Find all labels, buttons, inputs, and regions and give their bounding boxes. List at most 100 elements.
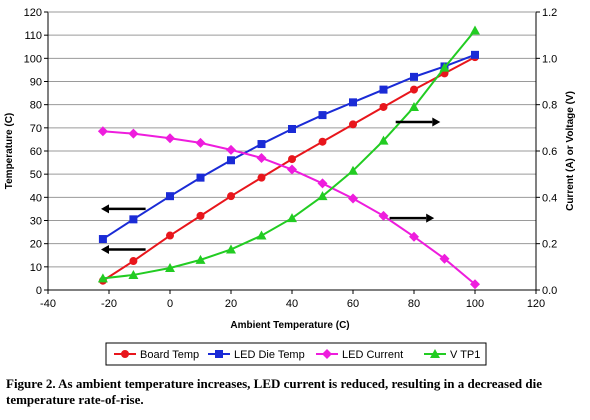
arrow-right-2 [389,213,435,223]
data-point-v-tp1 [439,62,450,72]
data-point-board-temp [129,257,138,266]
legend-label: LED Current [342,349,403,361]
data-point-board-temp [349,120,357,129]
data-point-v-tp1 [226,244,236,254]
data-point-led-die-temp [129,215,138,224]
data-point-led-current [348,193,358,204]
y-left-tick-label: 50 [30,169,42,181]
y-left-tick-label: 100 [24,53,42,65]
x-tick-label: 120 [527,298,545,310]
data-point-led-die-temp [379,85,388,94]
y-right-tick-label: 0.6 [542,146,557,158]
series-led-current [97,126,480,290]
data-point-led-die-temp [98,235,107,244]
x-tick-label: -20 [101,298,117,310]
x-tick-label: 60 [347,298,359,310]
y-left-tick-label: 90 [30,77,42,89]
data-point-led-current [378,210,389,221]
legend: Board Temp LED Die Temp LED Current V TP1 [105,342,487,366]
arrow-right-1-head [432,117,441,127]
data-point-v-tp1 [128,269,139,279]
data-point-board-temp [227,192,235,201]
data-point-led-die-temp [318,111,327,120]
x-tick-label: 80 [408,298,420,310]
y-left-tick-label: 60 [30,146,42,158]
y-left-tick-label: 70 [30,123,42,135]
data-point-led-die-temp [288,124,296,133]
data-point-led-die-temp [349,98,357,107]
y-left-tick-label: 80 [30,100,42,112]
data-point-v-tp1 [97,273,108,283]
data-point-board-temp [166,231,174,240]
data-point-led-current [409,231,419,242]
data-point-v-tp1 [287,213,297,223]
data-point-led-die-temp [410,72,418,81]
data-point-led-current [256,152,267,163]
arrow-left-2 [101,244,146,254]
data-point-board-temp [318,137,327,146]
data-point-led-current [317,178,328,189]
legend-swatch-marker [121,350,129,358]
x-tick-label: 100 [466,298,484,310]
series [97,25,480,290]
data-point-led-current [97,126,108,137]
data-point-led-current [128,128,139,139]
y-left-tick-label: 110 [24,30,42,42]
data-point-board-temp [196,211,205,220]
data-point-led-die-temp [196,173,205,182]
x-tick-label: 20 [225,298,237,310]
data-point-v-tp1 [348,165,358,175]
data-point-led-current [439,253,450,264]
y-right-tick-label: 1.2 [542,7,557,19]
data-point-led-current [195,137,206,148]
y-right-tick-label: 0.4 [542,192,557,204]
y-axis-left-title: Temperature (C) [4,113,15,190]
arrow-left-1 [101,204,146,214]
data-point-board-temp [379,102,388,111]
line-chart: 01020304050607080901001101200.00.20.40.6… [4,7,576,366]
y-left-tick-label: 10 [30,262,42,274]
data-point-board-temp [257,173,266,182]
legend-item-led-current: LED Current [316,349,403,361]
data-point-led-die-temp [471,50,479,59]
data-point-led-current [470,279,480,290]
arrow-left-1-head [101,204,109,214]
arrow-right-1 [395,117,441,127]
arrow-left-2-head [101,244,109,254]
legend-swatch-marker [322,349,332,359]
y-left-tick-label: 30 [30,216,42,228]
figure-caption: Figure 2. As ambient temperature increas… [6,376,542,407]
data-point-led-current [287,164,297,175]
data-point-v-tp1 [256,230,267,240]
data-point-led-die-temp [257,140,266,149]
y-right-tick-label: 0.2 [542,239,557,251]
legend-swatch-marker [215,350,223,358]
series-v-tp1 [97,25,480,283]
legend-item-board-temp: Board Temp [114,349,199,361]
legend-item-v-tp1: V TP1 [424,349,480,361]
x-tick-label: 40 [286,298,298,310]
legend-box [105,342,487,366]
y-left-tick-label: 40 [30,192,42,204]
y-right-tick-label: 0.0 [542,285,557,297]
axes: 01020304050607080901001101200.00.20.40.6… [24,7,558,310]
y-right-tick-label: 0.8 [542,100,557,112]
data-point-led-current [165,133,175,144]
data-point-v-tp1 [317,191,328,201]
legend-label: Board Temp [140,349,199,361]
arrow-right-2-head [426,213,435,223]
x-axis-title: Ambient Temperature (C) [230,320,349,331]
data-point-v-tp1 [470,25,480,35]
y-right-tick-label: 1.0 [542,53,557,65]
data-point-board-temp [410,85,418,94]
y-left-tick-label: 120 [24,7,42,19]
data-point-v-tp1 [378,135,389,145]
y-left-tick-label: 20 [30,239,42,251]
series-board-temp [98,53,479,285]
legend-item-led-die-temp: LED Die Temp [208,349,305,361]
legend-label: LED Die Temp [234,349,305,361]
data-point-v-tp1 [165,262,175,272]
data-point-v-tp1 [409,101,419,111]
x-tick-label: -40 [40,298,56,310]
